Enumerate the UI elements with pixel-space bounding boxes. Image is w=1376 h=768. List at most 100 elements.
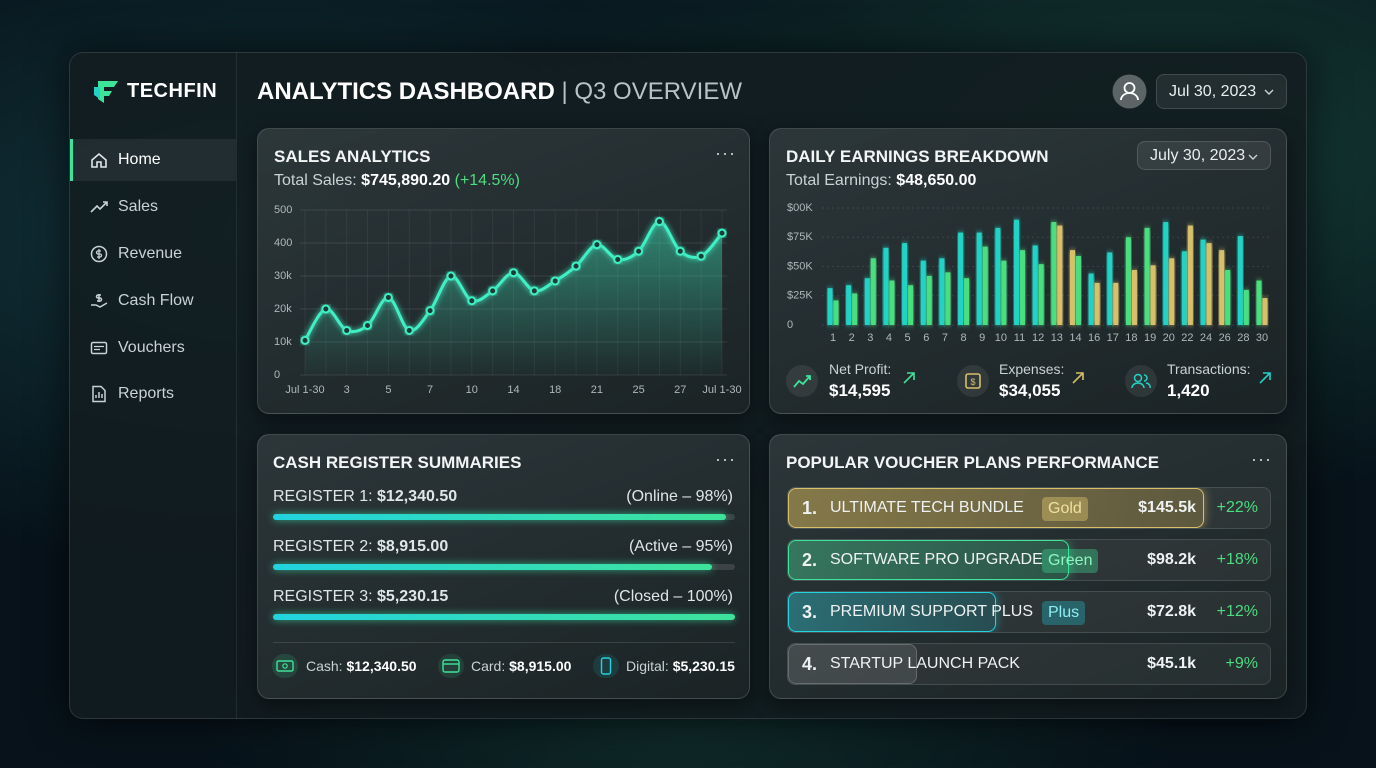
card-title: POPULAR VOUCHER PLANS PERFORMANCE	[786, 453, 1160, 472]
nav-item[interactable]: Revenue	[70, 233, 236, 275]
marker	[675, 246, 685, 256]
amount: $45.1k	[1147, 655, 1196, 672]
menu[interactable]: ···	[715, 143, 736, 163]
bar	[864, 278, 870, 325]
y-tick-label: $25K	[787, 290, 813, 302]
stat-value: $14,595	[829, 381, 891, 400]
bar	[1262, 298, 1268, 325]
bar	[1163, 222, 1169, 325]
y-tick-label: 400	[274, 237, 292, 249]
y-tick-label: 20k	[274, 303, 292, 315]
voucher-fill	[788, 540, 1069, 580]
total-value: $745,890.20	[361, 172, 451, 189]
voucher-row[interactable]: 4. STARTUP LAUNCH PACK $45.1k +9%	[787, 643, 1271, 685]
bar	[976, 232, 982, 325]
change: +9%	[1225, 655, 1258, 672]
x-tick-label: 12	[1032, 332, 1044, 344]
voucher-row[interactable]: 1. ULTIMATE TECH BUNDLE Gold $145.5k +22…	[787, 487, 1271, 529]
nav-label: Cash Flow	[118, 292, 194, 309]
avatar[interactable]	[1112, 74, 1147, 109]
stat-icon	[1125, 365, 1157, 397]
value: $8,915.00	[509, 658, 572, 674]
marker	[446, 271, 456, 281]
nav-item[interactable]: Sales	[70, 186, 236, 228]
bar	[889, 280, 895, 325]
icon	[90, 201, 108, 213]
chevron	[1248, 154, 1258, 160]
icon	[91, 152, 107, 168]
stat-label: Expenses:	[999, 361, 1065, 377]
y-tick-label: 30k	[274, 270, 292, 282]
cash-icon	[272, 654, 298, 678]
change: +22%	[1216, 499, 1258, 516]
total: Digital: $5,230.15	[626, 658, 735, 674]
up-arrow	[1072, 372, 1084, 384]
total-line: Total Earnings: $48,650.00	[786, 172, 976, 190]
x-tick-label: Jul 1-30	[702, 384, 741, 396]
bar	[995, 227, 1001, 325]
separator: |	[561, 78, 568, 105]
card-icon	[438, 654, 464, 678]
card-title: DAILY EARNINGS BREAKDOWN	[786, 147, 1049, 166]
x-tick-label: 2	[849, 332, 855, 344]
x-tick-label: 22	[1181, 332, 1193, 344]
page-title: ANALYTICS DASHBOARD | Q3 OVERVIEW	[257, 78, 742, 106]
marker	[404, 325, 414, 335]
bar	[1187, 225, 1193, 325]
tier-badge: Gold	[1042, 497, 1088, 521]
nav-label: Revenue	[118, 245, 183, 262]
date-picker[interactable]: Jul 30, 2023	[1156, 74, 1287, 109]
x-tick-label: 24	[1200, 332, 1212, 344]
bar	[846, 285, 852, 325]
bar	[852, 293, 858, 325]
x-tick-label: 8	[961, 332, 967, 344]
register-status: (Active – 95%)	[628, 538, 733, 555]
icon	[90, 245, 108, 263]
stat-icon	[786, 365, 818, 397]
y-tick-label: 0	[274, 369, 280, 381]
voucher-row[interactable]: 3. PREMIUM SUPPORT PLUS Plus $72.8k +12%	[787, 591, 1271, 633]
nav-label: Reports	[118, 385, 175, 402]
voucher-fill	[788, 592, 997, 632]
bar	[1094, 282, 1100, 325]
icon	[90, 341, 108, 355]
label: Card:	[471, 658, 506, 674]
voucher-row[interactable]: 2. SOFTWARE PRO UPGRADE Green $98.2k +18…	[787, 539, 1271, 581]
bar	[982, 246, 988, 325]
bar	[920, 260, 926, 325]
nav-item[interactable]: Reports	[70, 373, 236, 415]
nav-item[interactable]: Cash Flow	[70, 280, 236, 322]
up-arrow	[903, 372, 915, 384]
register-name: REGISTER 1: $12,340.50	[273, 488, 457, 506]
x-tick-label: 10	[466, 384, 478, 396]
register-status: (Online – 98%)	[626, 488, 733, 505]
menu[interactable]: ···	[1251, 449, 1272, 469]
x-tick-label: 18	[1125, 332, 1137, 344]
bar	[1256, 280, 1262, 325]
progress-fill	[273, 514, 726, 520]
bar	[870, 258, 876, 325]
nav-item[interactable]: Vouchers	[70, 327, 236, 369]
label: REGISTER 1:	[273, 488, 373, 505]
bar	[939, 258, 945, 325]
menu[interactable]: ···	[715, 449, 736, 469]
x-tick-label: 16	[1088, 332, 1100, 344]
tier-badge: Green	[1042, 549, 1099, 573]
rank: 4.	[802, 654, 818, 674]
total-label: Total Sales:	[274, 172, 357, 189]
x-tick-label: 27	[674, 384, 686, 396]
x-tick-label: 17	[1107, 332, 1119, 344]
label: Digital:	[626, 658, 669, 674]
marker	[634, 246, 644, 256]
date-picker[interactable]: July 30, 2023	[1137, 141, 1271, 170]
icon	[92, 385, 106, 403]
x-tick-label: 25	[632, 384, 644, 396]
amount: $145.5k	[1138, 499, 1196, 516]
bar	[1169, 258, 1175, 325]
bar	[1206, 243, 1212, 325]
marker	[529, 286, 539, 296]
bar	[1219, 250, 1225, 325]
nav-item[interactable]: Home	[70, 139, 236, 181]
